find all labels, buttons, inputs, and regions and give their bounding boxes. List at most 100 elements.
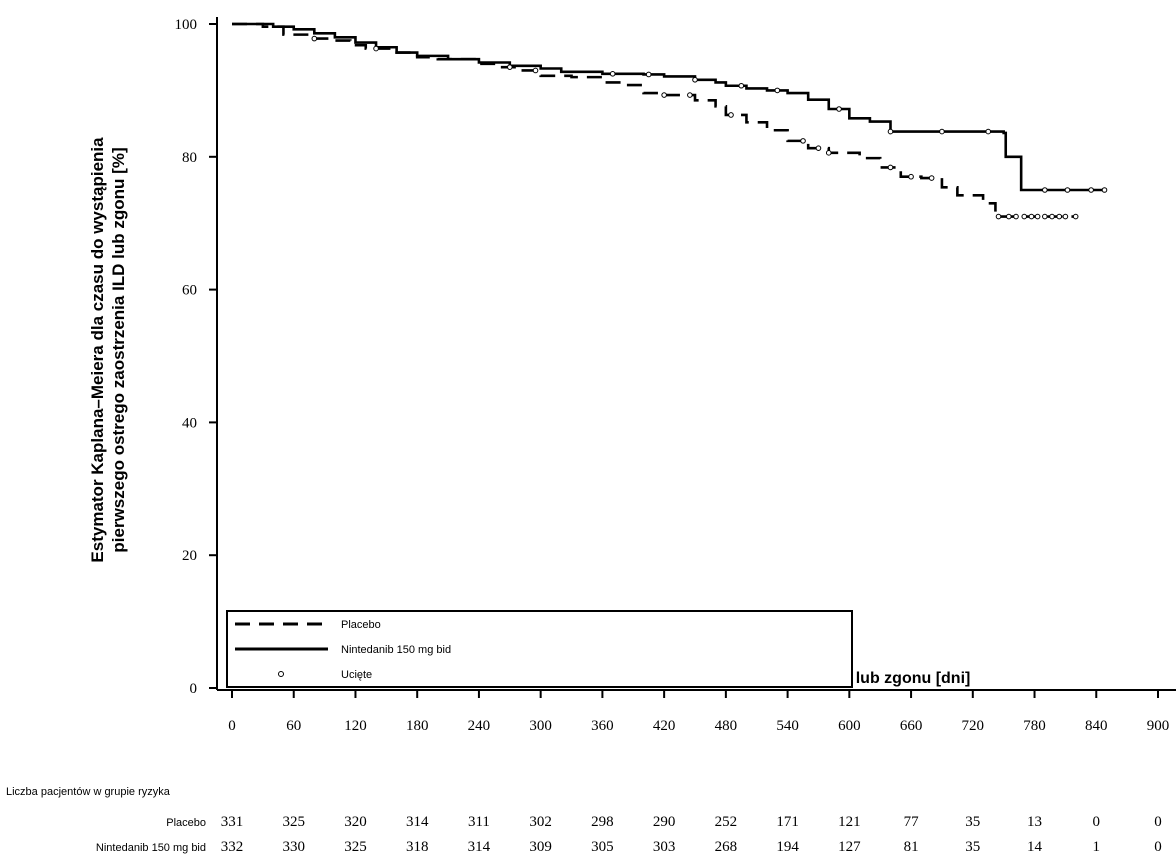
placebo-censored-mark	[1062, 213, 1069, 220]
risk-count: 127	[838, 839, 861, 855]
nintedanib-censored-mark	[1088, 187, 1094, 193]
censored-marks	[311, 35, 1108, 220]
x-tick-label: 60	[286, 718, 301, 734]
risk-count: 331	[221, 814, 244, 830]
nintedanib-censored-mark	[774, 87, 781, 94]
risk-count: 309	[529, 839, 552, 855]
placebo-censored-mark	[687, 92, 693, 98]
risk-count: 330	[282, 839, 305, 855]
y-tick-label: 0	[190, 681, 198, 697]
risk-count: 171	[776, 814, 799, 830]
placebo-censored-mark	[887, 164, 894, 171]
x-tick-label: 720	[962, 718, 985, 734]
placebo-censored-mark	[1034, 213, 1041, 220]
x-tick-label: 840	[1085, 718, 1108, 734]
risk-count: 314	[406, 814, 429, 830]
risk-count: 35	[965, 839, 980, 855]
risk-count: 0	[1154, 814, 1162, 830]
y-axis-title-line2: pierwszego ostrego zaostrzenia ILD lub z…	[109, 147, 128, 552]
risk-count: 332	[221, 839, 244, 855]
risk-count: 0	[1093, 814, 1101, 830]
risk-count: 320	[344, 814, 367, 830]
legend-censored-marker	[278, 671, 284, 677]
x-tick-label: 540	[776, 718, 799, 734]
x-tick-label: 120	[344, 718, 367, 734]
risk-count: 305	[591, 839, 614, 855]
placebo-censored-mark	[1028, 213, 1035, 220]
legend-censored-label: Ucięte	[341, 669, 372, 681]
y-tick-label: 80	[182, 150, 197, 166]
placebo-censored-mark	[825, 150, 832, 156]
placebo-censored-mark	[728, 112, 734, 118]
nintedanib-censored-mark	[939, 128, 945, 135]
nintedanib-curve	[232, 22, 1107, 192]
nintedanib-censored-mark	[609, 71, 616, 77]
y-tick-label: 40	[182, 415, 197, 431]
y-ticks: 0 20 40 60 80 100	[175, 17, 217, 697]
risk-table-title: Liczba pacjentów w grupie ryzyka	[6, 786, 171, 798]
placebo-censored-mark	[1049, 213, 1055, 220]
nintedanib-censored-mark	[985, 128, 992, 135]
risk-count: 35	[965, 814, 980, 830]
nintedanib-censored-mark	[836, 106, 842, 112]
risk-count: 77	[904, 814, 920, 830]
risk-row-label: Nintedanib 150 mg bid	[96, 842, 206, 854]
placebo-censored-mark	[1072, 213, 1079, 220]
y-tick-label: 20	[182, 548, 197, 564]
legend-box	[226, 610, 853, 688]
placebo-censored-mark	[1013, 213, 1019, 220]
nintedanib-censored-mark	[1064, 187, 1071, 193]
x-tick-label: 660	[900, 718, 923, 734]
nintedanib-censored-mark	[1042, 187, 1048, 193]
x-ticks: 0 60 120 180 240 300 360 420 480 540 600 660 720 780 8…	[228, 690, 1169, 734]
x-tick-label: 300	[529, 718, 552, 734]
x-tick-label: 780	[1023, 718, 1046, 734]
placebo-censored-mark	[311, 35, 318, 42]
nintedanib-censored-mark	[738, 82, 745, 89]
placebo-curve	[232, 22, 1076, 218]
x-tick-label: 0	[228, 718, 236, 734]
x-tick-label: 600	[838, 718, 861, 734]
risk-table: Placebo 331 325 320 314 311 302 298 290 252 171 121…	[96, 814, 1162, 855]
placebo-censored-mark	[507, 64, 513, 70]
y-tick-label: 60	[182, 283, 197, 299]
placebo-censored-mark	[1056, 213, 1063, 220]
risk-count: 311	[468, 814, 490, 830]
risk-count: 13	[1027, 814, 1042, 830]
placebo-censored-mark	[908, 173, 914, 180]
nintedanib-censored-mark	[1101, 187, 1108, 193]
x-tick-label: 420	[653, 718, 676, 734]
x-tick-label: 360	[591, 718, 614, 734]
risk-count: 290	[653, 814, 676, 830]
risk-count: 298	[591, 814, 614, 830]
risk-count: 0	[1154, 839, 1162, 855]
risk-count: 252	[715, 814, 738, 830]
risk-count: 318	[406, 839, 429, 855]
risk-row-label: Placebo	[166, 817, 206, 829]
risk-count: 194	[776, 839, 799, 855]
legend-placebo-label: Placebo	[341, 619, 381, 631]
x-tick-label: 180	[406, 718, 429, 734]
axes	[216, 17, 1176, 691]
risk-count: 325	[282, 814, 305, 830]
placebo-censored-mark	[800, 138, 806, 144]
legend-nintedanib-label: Nintedanib 150 mg bid	[341, 644, 451, 656]
placebo-censored-mark	[373, 45, 379, 52]
placebo-censored-mark	[815, 145, 822, 151]
placebo-censored-mark	[1006, 213, 1012, 220]
placebo-censored-mark	[532, 67, 539, 74]
nintedanib-censored-mark	[692, 76, 698, 83]
placebo-censored-mark	[995, 213, 1002, 220]
x-tick-label: 240	[468, 718, 491, 734]
risk-count: 81	[904, 839, 919, 855]
placebo-censored-mark	[661, 92, 667, 98]
risk-count: 325	[344, 839, 367, 855]
risk-count: 302	[529, 814, 552, 830]
x-tick-label: 900	[1147, 718, 1170, 734]
risk-count: 314	[468, 839, 491, 855]
placebo-censored-mark	[928, 175, 935, 181]
x-tick-label: 480	[715, 718, 738, 734]
curves	[232, 22, 1107, 218]
risk-count: 14	[1027, 839, 1043, 855]
